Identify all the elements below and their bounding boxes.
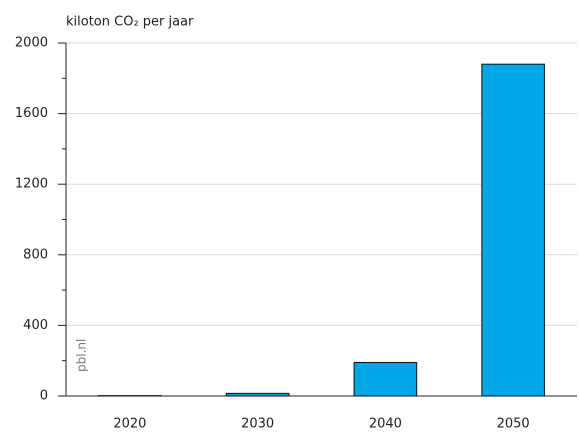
x-tick-label: 2030 [241,417,274,432]
bar [226,393,289,396]
y-tick-label: 0 [40,389,48,404]
x-tick-label: 2040 [369,417,402,432]
y-tick-label: 1600 [15,106,48,121]
y-tick-label: 1200 [15,177,48,192]
y-axis-label: kiloton CO₂ per jaar [66,15,194,30]
y-tick-label: 800 [23,247,48,262]
bar [482,64,545,396]
bar [354,362,417,396]
y-tick-label: 400 [23,318,48,333]
y-tick-label: 2000 [15,36,48,51]
x-tick-label: 2020 [113,417,146,432]
source-watermark: pbl.nl [75,339,89,372]
x-tick-label: 2050 [497,417,530,432]
